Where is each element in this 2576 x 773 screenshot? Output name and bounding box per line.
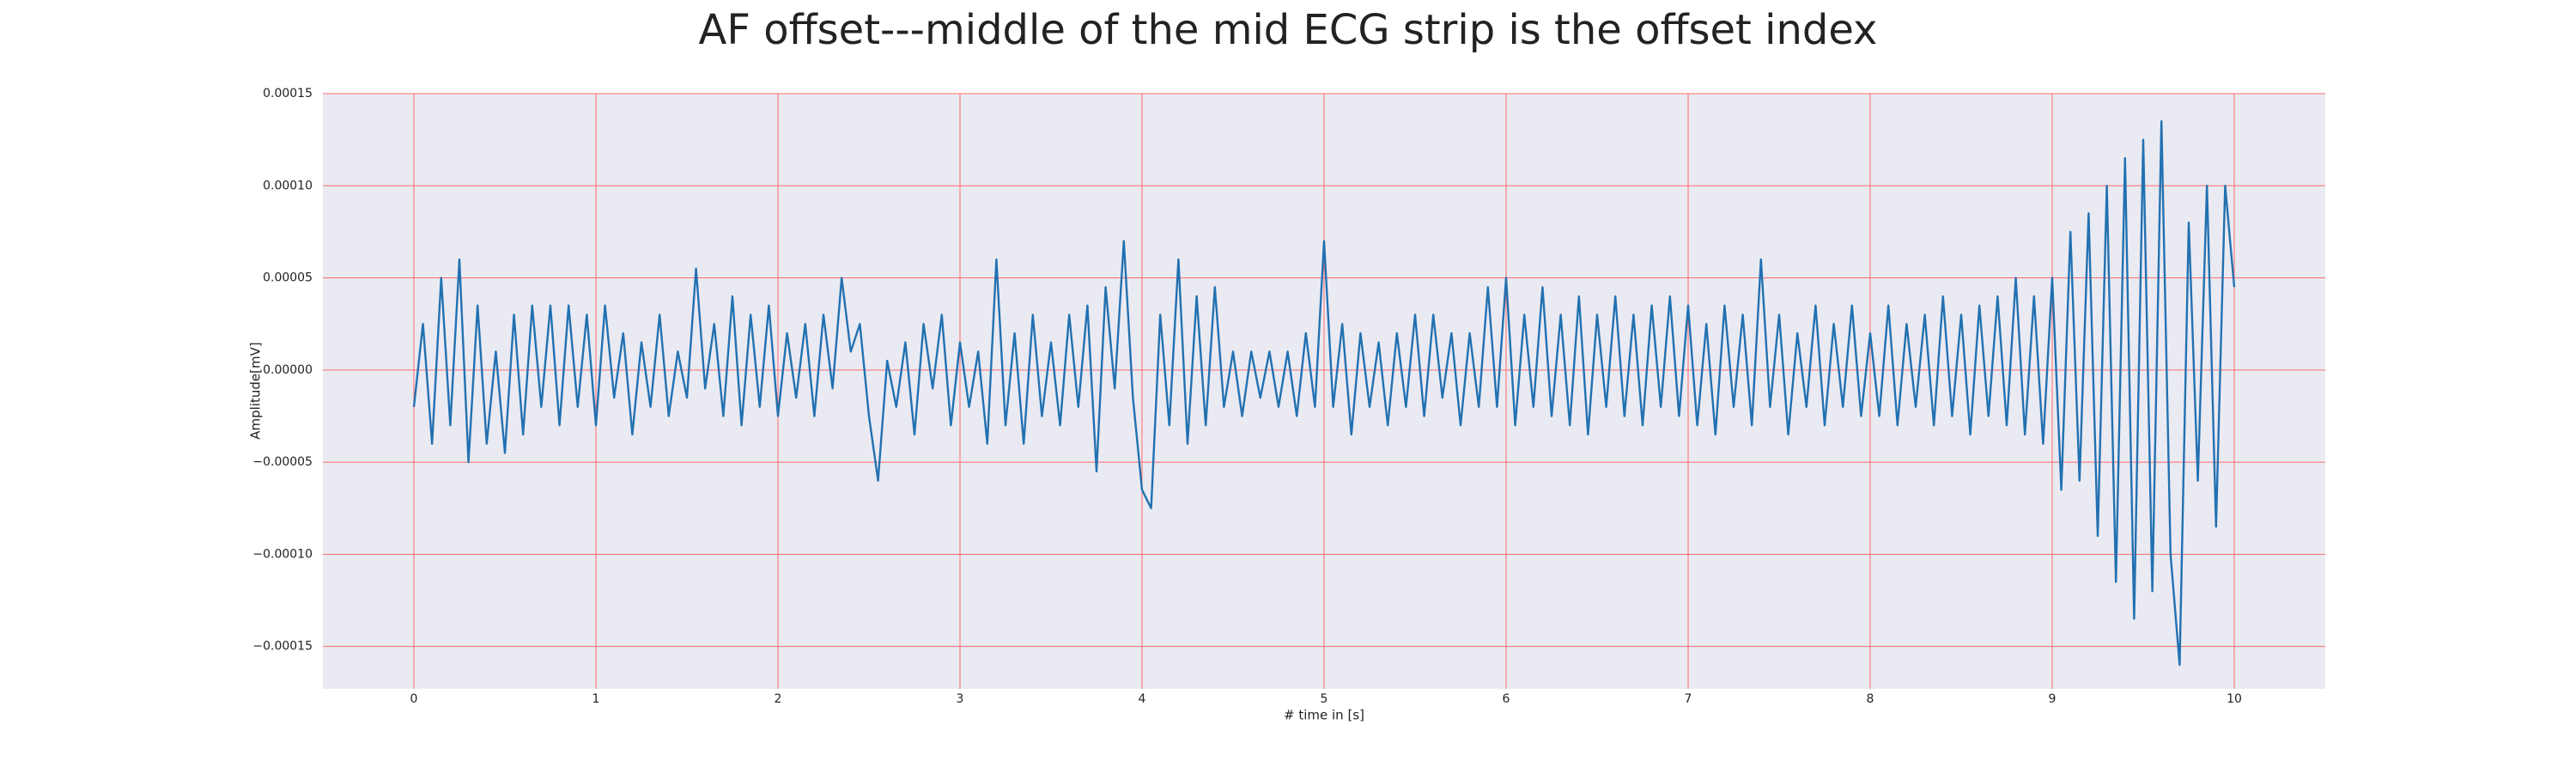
x-tick-label: 1 xyxy=(592,692,600,706)
x-tick-label: 2 xyxy=(775,692,782,706)
x-tick-label: 7 xyxy=(1685,692,1692,706)
y-tick-label: 0.00010 xyxy=(263,179,313,192)
y-tick-label: 0.00005 xyxy=(263,271,313,285)
x-tick-label: 0 xyxy=(410,692,418,706)
x-tick-label: 3 xyxy=(957,692,964,706)
x-tick-label: 9 xyxy=(2049,692,2057,706)
grid xyxy=(323,93,2325,689)
y-tick-label: −0.00010 xyxy=(252,547,313,561)
y-tick-label: −0.00005 xyxy=(252,455,313,469)
x-tick-label: 8 xyxy=(1867,692,1874,706)
y-tick-label: 0.00015 xyxy=(263,87,313,100)
x-tick-label: 10 xyxy=(2227,692,2242,706)
y-tick-label: 0.00000 xyxy=(263,363,313,377)
y-axis-label: Amplitude[mV] xyxy=(248,342,264,439)
x-axis-label: # time in [s] xyxy=(1284,708,1364,723)
x-tick-label: 4 xyxy=(1139,692,1146,706)
y-tick-label: −0.00015 xyxy=(252,640,313,654)
ecg-line xyxy=(412,119,2236,666)
x-tick-label: 6 xyxy=(1503,692,1510,706)
x-tick-label: 5 xyxy=(1321,692,1328,706)
chart-title: AF offset---middle of the mid ECG strip … xyxy=(699,6,1878,54)
